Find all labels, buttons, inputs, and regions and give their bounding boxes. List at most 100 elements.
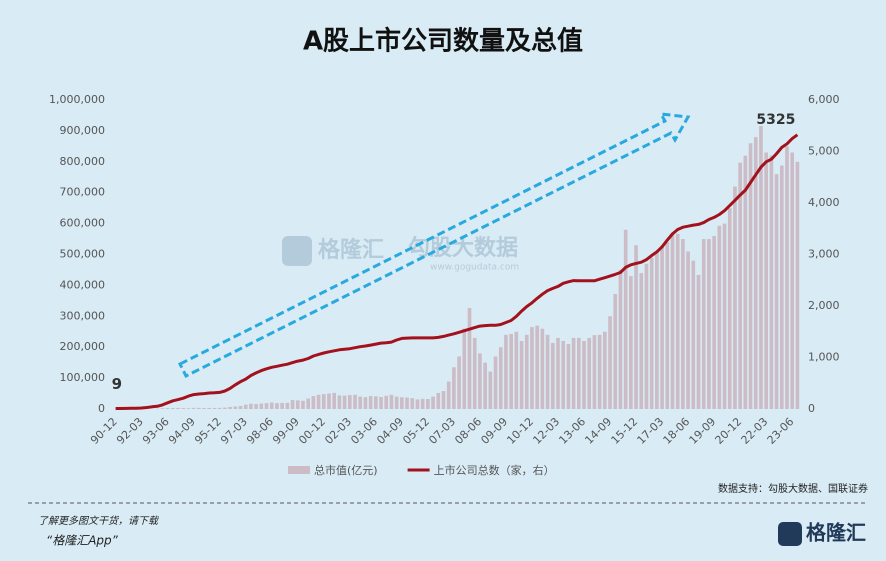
bar	[363, 397, 368, 409]
bar	[389, 394, 394, 409]
bar	[306, 398, 310, 409]
bar	[191, 407, 196, 409]
bar	[764, 152, 768, 409]
bar	[186, 408, 191, 409]
bar	[753, 137, 758, 409]
data-label: 9	[112, 375, 122, 393]
bar	[618, 269, 623, 409]
y2-tick-label: 0	[808, 402, 815, 415]
bar	[530, 327, 534, 409]
bar	[426, 398, 430, 409]
bar	[379, 396, 383, 409]
bar	[769, 155, 774, 409]
x-tick-label: 08-06	[452, 415, 484, 447]
bar	[571, 337, 576, 409]
bar	[384, 395, 389, 409]
y-tick-label: 200,000	[60, 340, 106, 353]
y-tick-label: 1,000,000	[49, 93, 105, 106]
bar	[327, 393, 331, 409]
bar	[660, 245, 664, 409]
bar	[301, 400, 305, 409]
bar	[353, 394, 357, 409]
bar	[436, 392, 441, 409]
x-tick-label: 93-06	[140, 415, 172, 447]
bar	[675, 233, 680, 409]
y-tick-label: 700,000	[60, 186, 106, 199]
bar	[441, 391, 446, 409]
bar	[504, 334, 508, 409]
bar	[249, 403, 253, 409]
x-tick-label: 23-06	[765, 415, 797, 447]
bar	[779, 165, 784, 409]
source: 数据支持：勾股大数据、国联证券	[718, 482, 868, 495]
bar	[347, 395, 352, 409]
legend-swatch	[288, 466, 310, 474]
bar	[374, 396, 378, 409]
bar	[212, 407, 217, 409]
x-tick-label: 17-03	[635, 415, 667, 447]
bar	[514, 331, 519, 409]
bar	[644, 263, 649, 409]
x-tick-label: 92-03	[114, 415, 146, 447]
bar	[623, 229, 628, 409]
bar	[472, 337, 477, 409]
bar	[446, 381, 451, 409]
bar	[655, 252, 659, 409]
x-tick-label: 04-09	[374, 415, 406, 447]
bar	[358, 396, 363, 409]
bar	[264, 403, 269, 409]
bar	[748, 143, 753, 409]
bar	[171, 408, 175, 409]
bar	[202, 407, 206, 409]
bar	[759, 125, 763, 410]
x-tick-label: 18-06	[661, 415, 693, 447]
y2-tick-label: 4,000	[808, 196, 840, 209]
bar	[165, 408, 170, 409]
x-tick-label: 00-12	[296, 415, 328, 447]
bar	[707, 239, 711, 409]
line	[115, 133, 799, 410]
bar	[712, 235, 716, 409]
y2-tick-label: 5,000	[808, 145, 840, 158]
x-tick-label: 03-06	[348, 415, 380, 447]
bar	[592, 335, 597, 409]
bar	[488, 371, 493, 409]
bar	[207, 407, 212, 409]
x-tick-label: 07-03	[426, 415, 458, 447]
bar	[410, 398, 415, 409]
chart-title: A股上市公司数量及总值	[303, 26, 583, 57]
bar	[280, 402, 284, 409]
bar	[160, 408, 165, 409]
legend-label: 总市值(亿元)	[314, 463, 378, 477]
bar	[535, 325, 539, 409]
bar	[587, 337, 592, 409]
bar	[509, 333, 513, 409]
logo: 格隆汇	[806, 521, 866, 545]
bar	[238, 405, 243, 409]
y-tick-label: 500,000	[60, 248, 106, 261]
bar	[400, 397, 404, 409]
bar	[285, 402, 290, 409]
bar	[290, 400, 295, 409]
y2-tick-label: 3,000	[808, 248, 840, 261]
bar	[576, 337, 581, 409]
bar	[629, 276, 633, 409]
x-tick-label: 09-09	[478, 415, 510, 447]
footer-note: 了解更多图文干货，请下载	[38, 515, 160, 527]
bar	[681, 239, 685, 409]
x-tick-label: 15-12	[609, 415, 641, 447]
bar	[342, 395, 347, 409]
bar	[603, 331, 607, 409]
y-tick-label: 800,000	[60, 155, 106, 168]
bar	[259, 403, 264, 409]
bar	[670, 232, 675, 409]
x-tick-label: 97-03	[218, 415, 250, 447]
bar	[478, 353, 482, 409]
y2-tick-label: 1,000	[808, 351, 840, 364]
bar	[254, 404, 258, 409]
bar	[462, 328, 467, 409]
bar	[420, 398, 425, 409]
bar	[597, 334, 602, 409]
bar	[217, 407, 222, 409]
bar	[233, 406, 238, 409]
